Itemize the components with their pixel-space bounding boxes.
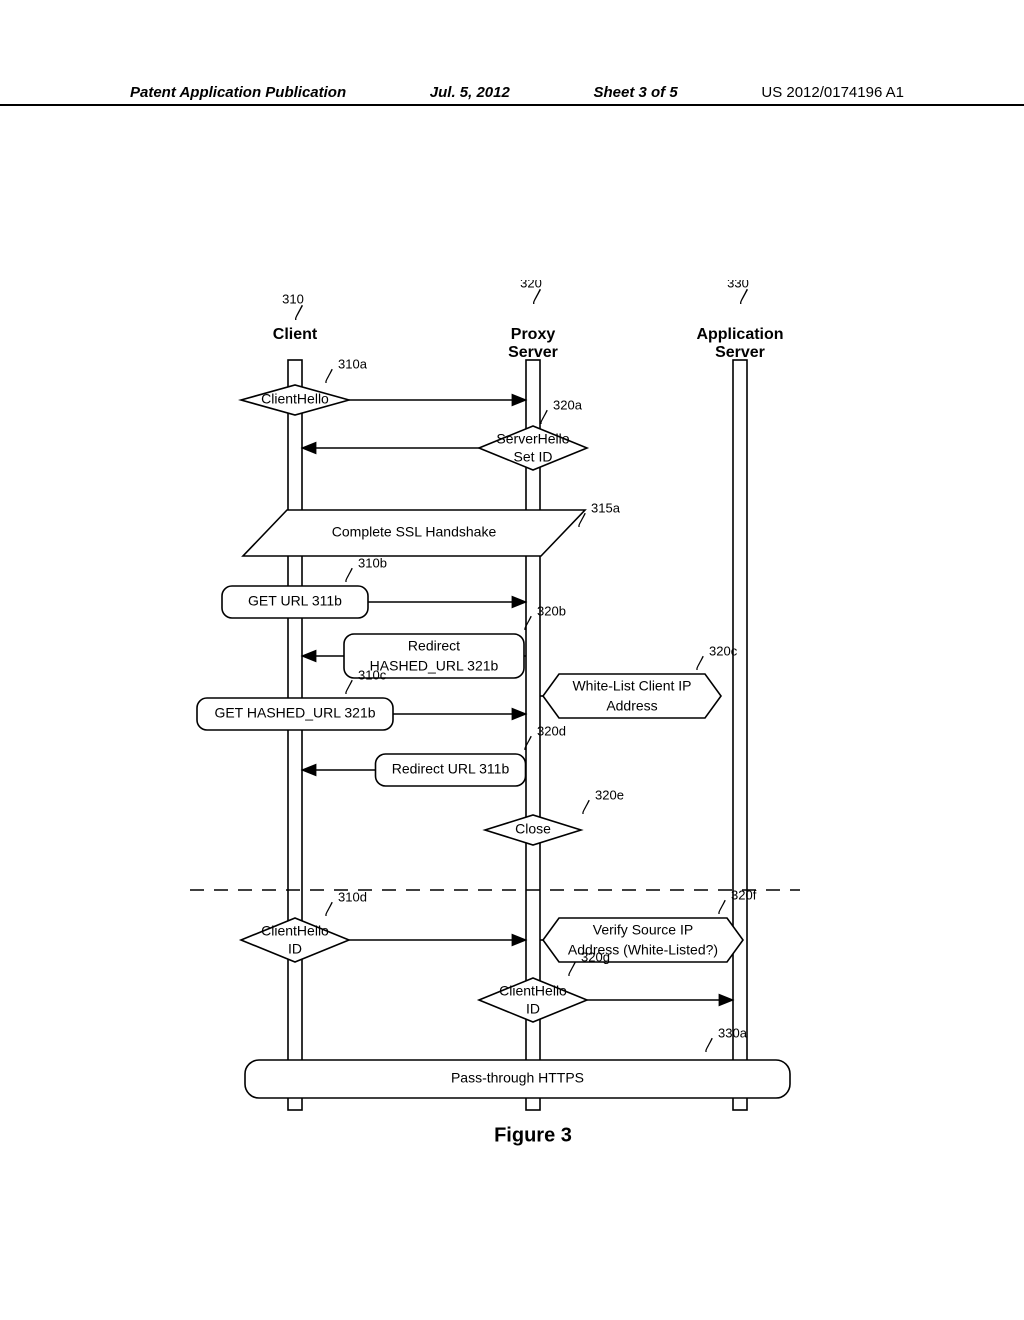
svg-text:〳: 〳 [521,735,536,752]
svg-text:310: 310 [282,291,304,306]
svg-text:〳: 〳 [575,512,590,529]
svg-text:Verify Source IP: Verify Source IP [593,922,693,938]
svg-text:330: 330 [727,280,749,290]
svg-text:315a: 315a [591,500,621,515]
svg-text:320b: 320b [537,603,566,618]
svg-text:Redirect: Redirect [408,638,460,654]
svg-text:Proxy: Proxy [511,326,556,343]
header-sheet: Sheet 3 of 5 [594,84,678,101]
svg-text:〳: 〳 [322,368,337,385]
svg-text:〳: 〳 [537,409,552,426]
svg-text:320a: 320a [553,397,583,412]
svg-text:〳: 〳 [322,901,337,918]
svg-text:ClientHello: ClientHello [499,983,567,999]
svg-text:320: 320 [520,280,542,290]
svg-text:〳: 〳 [693,655,708,672]
header-rule [0,104,1024,106]
svg-text:〳: 〳 [565,961,580,978]
svg-text:〳: 〳 [702,1037,717,1054]
svg-text:Figure 3: Figure 3 [494,1124,572,1146]
svg-text:〳: 〳 [342,679,357,696]
svg-text:320f: 320f [731,887,757,902]
svg-text:Pass-through HTTPS: Pass-through HTTPS [451,1070,584,1086]
svg-text:310b: 310b [358,555,387,570]
sequence-diagram: Client〳310ProxyServer〳320ApplicationServ… [190,280,800,1150]
page-header: Patent Application Publication Jul. 5, 2… [130,84,904,101]
svg-text:Server: Server [715,344,765,361]
svg-text:320g: 320g [581,949,610,964]
svg-text:ID: ID [526,1001,540,1017]
svg-text:310d: 310d [338,889,367,904]
svg-text:ServerHello: ServerHello [496,431,569,447]
svg-text:ClientHello: ClientHello [261,391,329,407]
header-pubno: US 2012/0174196 A1 [761,84,904,101]
svg-text:GET URL 311b: GET URL 311b [248,593,342,609]
svg-text:〳: 〳 [715,899,730,916]
svg-text:Close: Close [515,821,551,837]
svg-text:Address: Address [606,698,657,714]
svg-text:Set ID: Set ID [514,449,553,465]
svg-text:〳: 〳 [737,288,753,306]
svg-text:Application: Application [696,326,783,343]
svg-text:Server: Server [508,344,558,361]
svg-text:ID: ID [288,941,302,957]
svg-text:310c: 310c [358,667,387,682]
svg-text:Redirect URL 311b: Redirect URL 311b [392,761,510,777]
svg-text:330a: 330a [718,1025,748,1040]
svg-text:320d: 320d [537,723,566,738]
svg-text:White-List Client IP: White-List Client IP [572,678,691,694]
svg-text:GET HASHED_URL 321b: GET HASHED_URL 321b [214,705,375,721]
svg-text:〳: 〳 [521,615,536,632]
svg-text:HASHED_URL 321b: HASHED_URL 321b [370,658,499,674]
svg-text:Complete SSL Handshake: Complete SSL Handshake [332,524,497,540]
page: Patent Application Publication Jul. 5, 2… [0,0,1024,1320]
svg-text:〳: 〳 [342,567,357,584]
header-date: Jul. 5, 2012 [430,84,510,101]
svg-text:〳: 〳 [579,799,594,816]
svg-text:〳: 〳 [530,288,546,306]
svg-text:320c: 320c [709,643,738,658]
svg-text:〳: 〳 [292,304,308,322]
svg-text:320e: 320e [595,787,624,802]
svg-text:ClientHello: ClientHello [261,923,329,939]
header-left: Patent Application Publication [130,84,346,101]
svg-text:310a: 310a [338,356,368,371]
svg-text:Client: Client [273,326,318,343]
